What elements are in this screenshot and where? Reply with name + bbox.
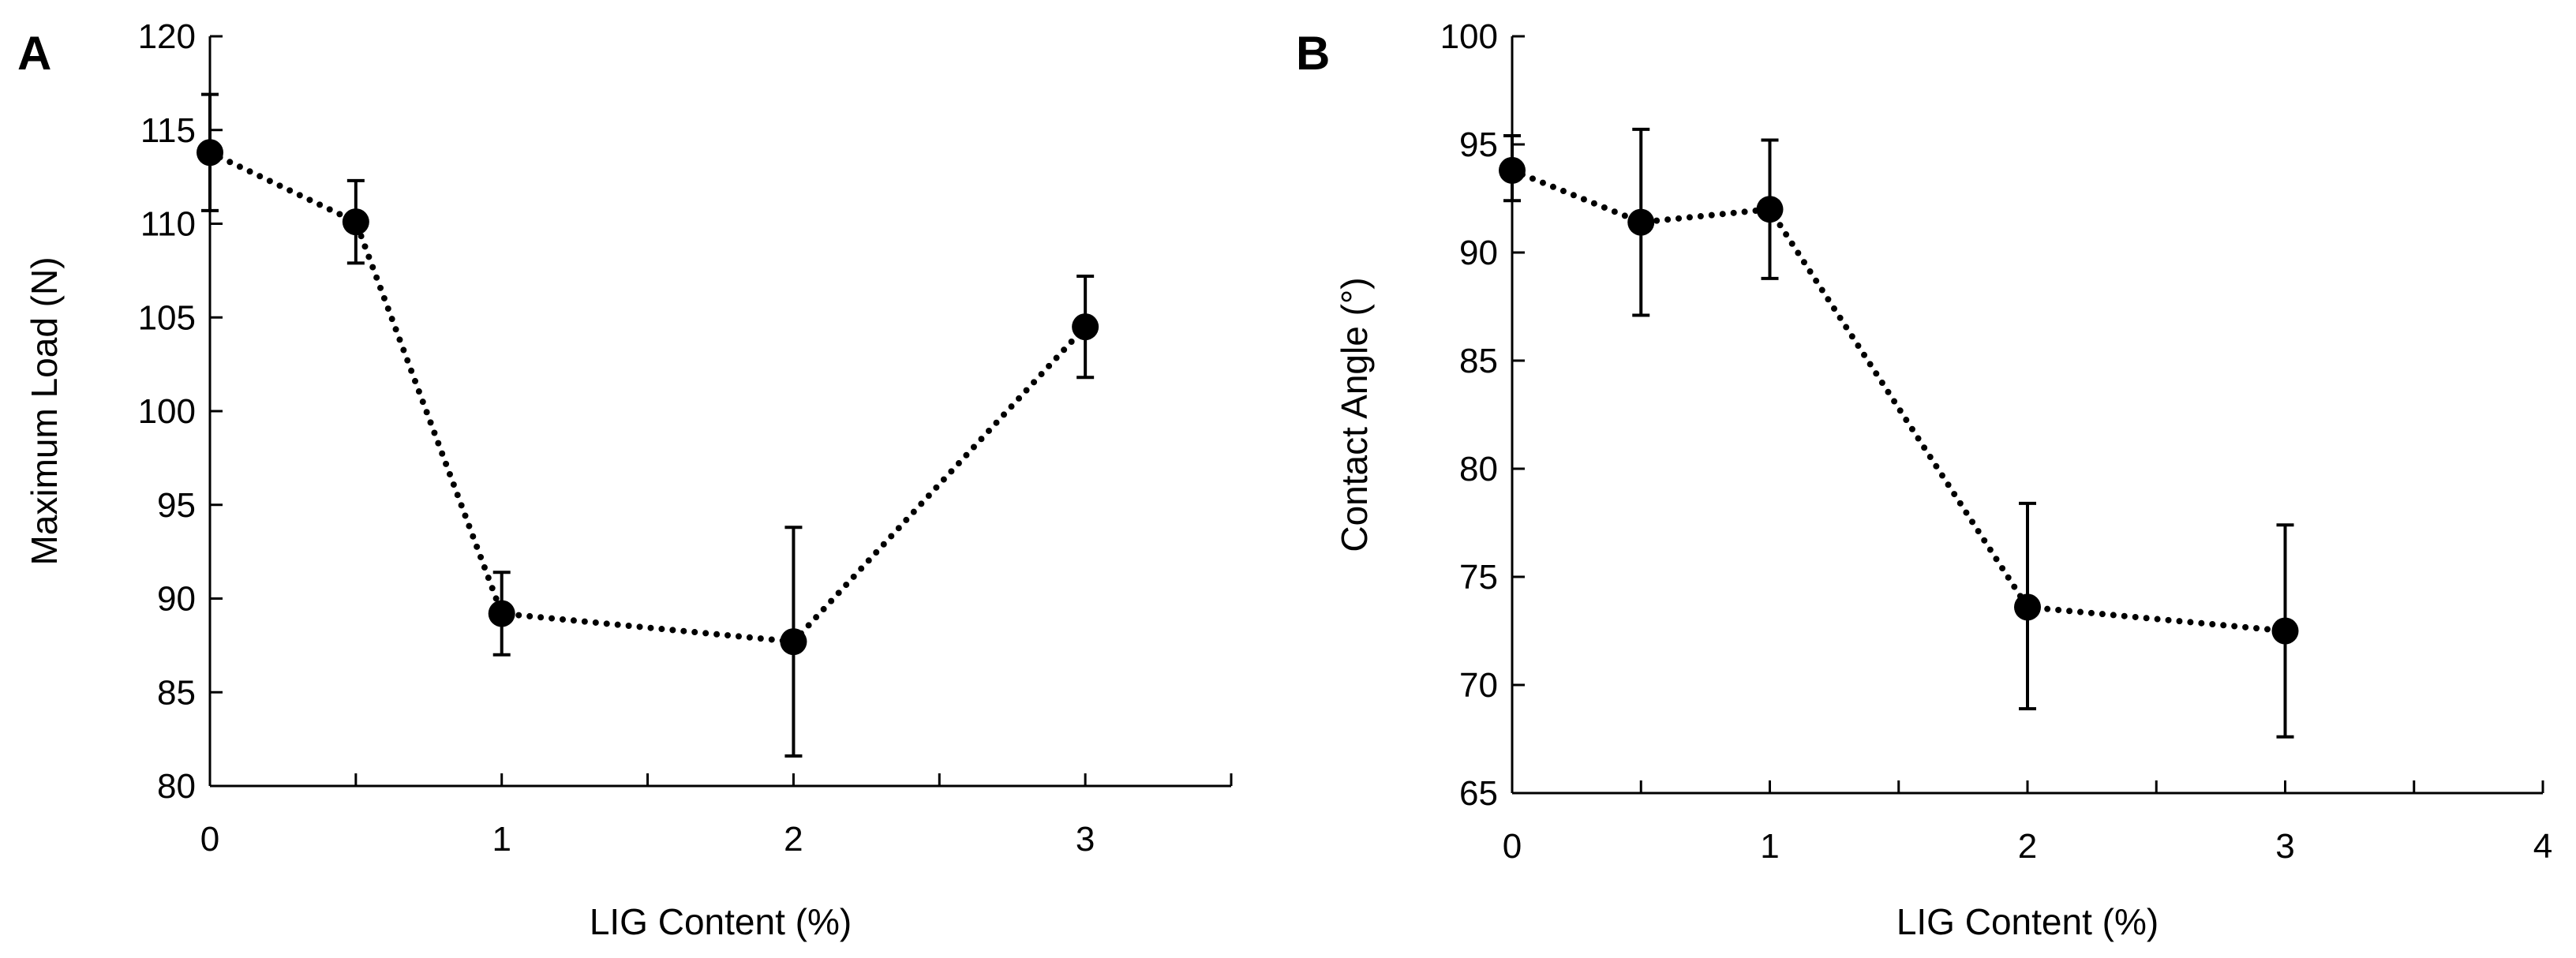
data-point [197, 139, 223, 167]
y-tick-label: 85 [157, 673, 196, 712]
y-tick-label: 95 [157, 486, 196, 525]
y-tick-label: 100 [1440, 17, 1498, 56]
data-point [2271, 617, 2299, 645]
panel-label: B [1296, 27, 1330, 80]
data-point [1627, 208, 1655, 236]
y-tick-label: 105 [138, 298, 196, 337]
y-tick-label: 70 [1459, 666, 1498, 705]
x-tick-label: 2 [2018, 827, 2037, 866]
panel-label: A [17, 27, 51, 80]
y-tick-label: 65 [1459, 774, 1498, 813]
y-tick-label: 110 [140, 205, 196, 244]
data-point [1756, 196, 1784, 223]
y-tick-label: 80 [157, 767, 196, 806]
x-tick-label: 2 [784, 820, 803, 859]
y-tick-label: 90 [1459, 234, 1498, 272]
data-point [780, 628, 807, 656]
chart-panel-b: 65 70 75 80 85 90 95 100 0 1 2 3 4 LIG Content (%) Con… [1296, 17, 2552, 942]
y-tick-label: 85 [1459, 342, 1498, 380]
y-tick-label: 120 [138, 17, 196, 56]
y-tick-label: 75 [1459, 558, 1498, 597]
series-line [207, 149, 1089, 646]
series-line [1509, 167, 2289, 634]
x-tick-label: 3 [2275, 827, 2294, 866]
x-tick-label: 1 [492, 820, 511, 859]
data-point [1072, 313, 1099, 341]
data-point [342, 208, 369, 236]
y-tick-label: 95 [1459, 125, 1498, 164]
x-tick-label: 0 [200, 820, 219, 859]
x-axis-title: LIG Content (%) [1896, 901, 2159, 942]
data-point [2014, 593, 2041, 621]
y-axis-title: Contact Angle (°) [1334, 277, 1375, 552]
y-axis-title: Maximum Load (N) [24, 256, 65, 565]
y-tick-label: 115 [140, 111, 196, 150]
data-point [1499, 156, 1526, 184]
x-tick-label: 3 [1076, 820, 1095, 859]
y-tick-label: 100 [138, 392, 196, 431]
x-tick-label: 1 [1760, 827, 1779, 866]
x-axis-title: LIG Content (%) [590, 901, 852, 942]
y-tick-label: 80 [1459, 450, 1498, 488]
y-tick-label: 90 [157, 580, 196, 619]
chart-panel-a: 80 85 90 95 100 105 110 115 120 0 1 2 3 LIG Content (… [17, 17, 1233, 942]
x-tick-label: 0 [1503, 827, 1522, 866]
x-tick-label: 4 [2533, 827, 2552, 866]
data-point [488, 600, 515, 627]
